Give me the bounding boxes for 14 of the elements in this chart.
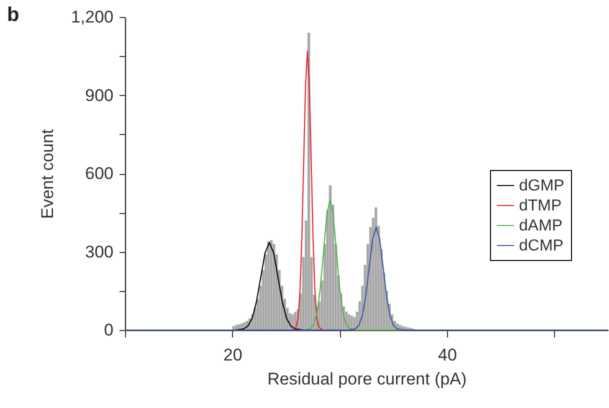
y-tick-label: 1,200: [70, 8, 114, 26]
legend-label: dCMP: [519, 238, 564, 254]
x-axis-title: Residual pore current (pA): [267, 370, 467, 388]
y-tick-label: 600: [85, 164, 114, 183]
legend-label: dAMP: [519, 218, 563, 234]
legend-label: dTMP: [519, 198, 562, 214]
y-tick-label: 300: [85, 242, 114, 262]
x-tick-label: 20: [223, 346, 242, 364]
y-tick-label: 0: [104, 320, 114, 340]
y-axis-title: Event count: [38, 128, 57, 219]
text: b: [7, 4, 20, 26]
x-tick-label: 40: [438, 346, 457, 364]
y-tick-label: 900: [85, 86, 114, 105]
legend-label: dGMP: [519, 178, 564, 194]
